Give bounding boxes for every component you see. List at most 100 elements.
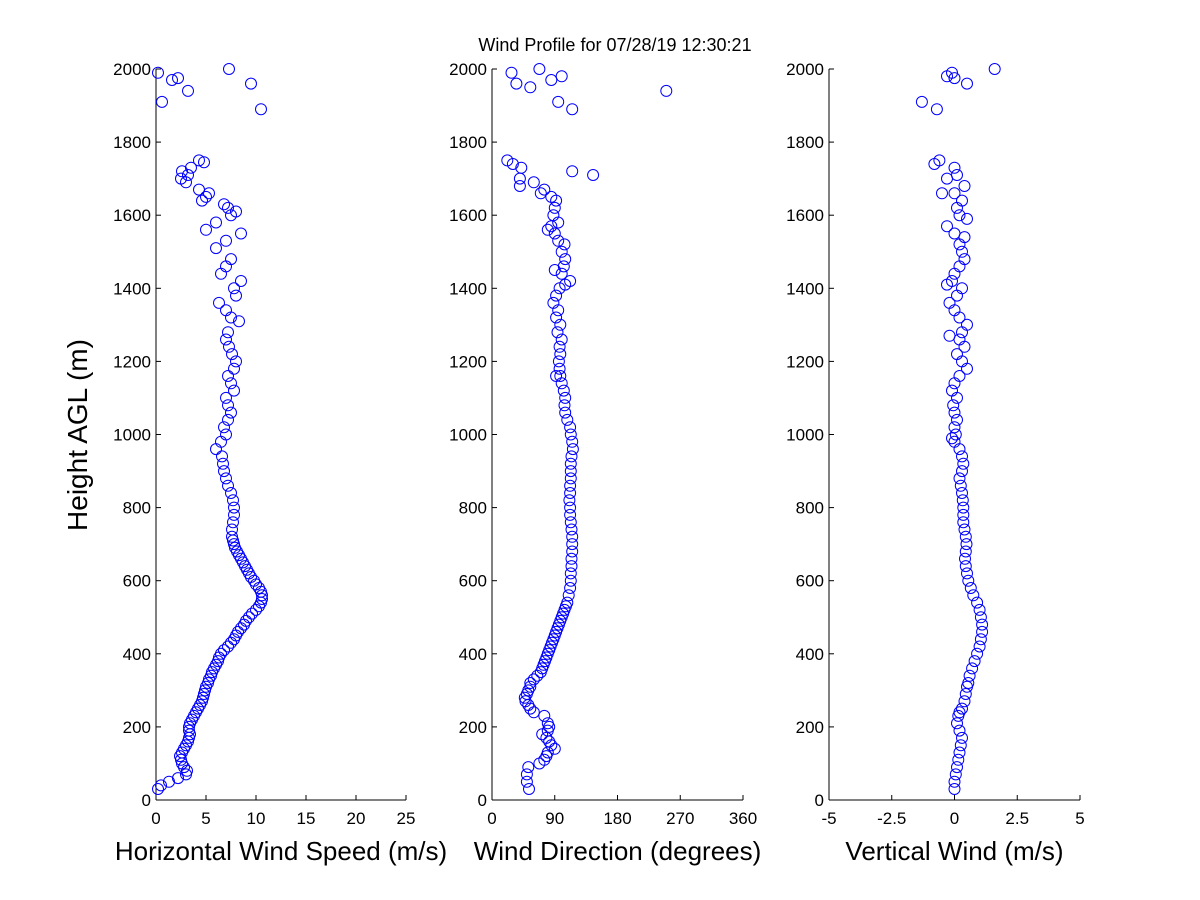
direction-data-point [555, 70, 568, 83]
vertical-data-point [948, 304, 961, 317]
speed-data-point [220, 234, 232, 247]
speed-data-point [218, 644, 230, 657]
vertical-data-point [958, 180, 971, 192]
speed-data-point [216, 450, 228, 463]
direction-data-point [561, 413, 574, 426]
speed-data-point [226, 348, 238, 361]
vertical-data-point [951, 761, 963, 774]
speed-data-point [172, 772, 184, 785]
vertical-data-point [959, 545, 972, 558]
direction-ytick-label: 200 [459, 718, 487, 737]
direction-data-point [553, 362, 566, 375]
vertical-data-point [956, 465, 968, 478]
direction-data-point [548, 201, 561, 214]
direction-data-point [533, 63, 546, 75]
vertical-data-point [953, 706, 966, 719]
speed-data-point [227, 534, 239, 547]
direction-data-point [552, 355, 565, 368]
direction-xtick-label: 180 [603, 809, 631, 828]
vertical-data-point [953, 443, 966, 456]
panel-vertical-wind: 0 200 400 600 800 1000 1200 1400 1600 1800 2000 -5 -… [786, 60, 1085, 866]
vertical-data-point [946, 66, 958, 79]
direction-data-point [510, 77, 523, 90]
speed-data-point [255, 103, 267, 116]
vertical-data-point [943, 329, 956, 342]
vertical-x-axis-label: Vertical Wind (m/s) [845, 836, 1063, 866]
vertical-data-point [956, 487, 968, 499]
vertical-data-point [948, 783, 961, 795]
vertical-data-point [953, 260, 966, 273]
speed-data-point [222, 479, 234, 492]
speed-data-point [248, 574, 260, 587]
speed-data-point [220, 260, 232, 273]
direction-data-point [660, 84, 673, 97]
direction-data-point [564, 457, 577, 470]
vertical-data-point [956, 355, 968, 368]
speed-data-point [210, 242, 222, 255]
speed-data-point [222, 399, 234, 412]
direction-data-point [558, 399, 571, 412]
vertical-data-point [948, 377, 961, 390]
direction-data-point [555, 267, 568, 280]
direction-ytick-label: 1200 [449, 352, 487, 371]
vertical-data-point [948, 775, 961, 788]
direction-data-point [564, 472, 577, 485]
vertical-data-point [956, 326, 968, 339]
vertical-data-point [947, 399, 960, 412]
speed-data-point [200, 223, 212, 236]
vertical-ytick-label: 2000 [786, 60, 824, 79]
direction-data-point [515, 161, 528, 174]
vertical-data-point [961, 362, 973, 375]
speed-data-point [227, 516, 239, 529]
speed-xtick-label: 25 [397, 809, 416, 828]
speed-data-point [200, 190, 212, 203]
speed-data-point [233, 315, 245, 328]
speed-data-point [198, 688, 210, 700]
vertical-data-point [973, 640, 986, 653]
speed-data-point [228, 538, 240, 551]
speed-data-point [215, 647, 227, 660]
direction-data-point [520, 775, 533, 788]
vertical-data-point [976, 625, 989, 638]
vertical-data-point [951, 169, 963, 181]
speed-data-point [220, 333, 232, 346]
direction-data-point [550, 194, 563, 207]
vertical-data-point [948, 187, 961, 200]
speed-data-point [181, 764, 193, 777]
direction-data-point [527, 673, 540, 686]
direction-ytick-label: 0 [478, 791, 487, 810]
vertical-data-point [959, 560, 972, 573]
vertical-data-point [946, 275, 958, 287]
speed-data-point [243, 611, 255, 624]
direction-data-point [564, 567, 577, 580]
direction-data-point [548, 227, 561, 240]
speed-ytick-label: 1200 [113, 352, 151, 371]
speed-data-point [225, 377, 237, 390]
speed-xtick-label: 0 [151, 809, 160, 828]
vertical-data-point [971, 647, 984, 660]
vertical-ytick-label: 600 [796, 572, 824, 591]
speed-data-point [228, 384, 240, 397]
speed-ytick-label: 2000 [113, 60, 151, 79]
speed-ytick-label: 0 [142, 791, 151, 810]
speed-data-point [222, 640, 234, 653]
panel-wind-direction: 0 200 400 600 800 1000 1200 1400 1600 1800 2000 0 90… [449, 60, 761, 866]
vertical-data-point [958, 231, 971, 244]
direction-ytick-label: 2000 [449, 60, 487, 79]
speed-data-point [253, 582, 265, 594]
direction-data-point [566, 530, 579, 543]
speed-data-point [203, 187, 215, 200]
vertical-data-point [958, 340, 971, 353]
speed-data-point [222, 370, 234, 382]
direction-ytick-label: 600 [459, 572, 487, 591]
direction-data-point [554, 370, 567, 382]
speed-data-point [227, 494, 239, 507]
direction-data-point [566, 435, 579, 448]
speed-data-point [152, 783, 164, 795]
vertical-data-point [971, 596, 984, 609]
direction-xtick-label: 90 [545, 809, 564, 828]
vertical-data-point [953, 724, 966, 737]
vertical-data-point [948, 435, 961, 448]
vertical-data-point [961, 318, 973, 331]
vertical-data-point [915, 95, 928, 108]
